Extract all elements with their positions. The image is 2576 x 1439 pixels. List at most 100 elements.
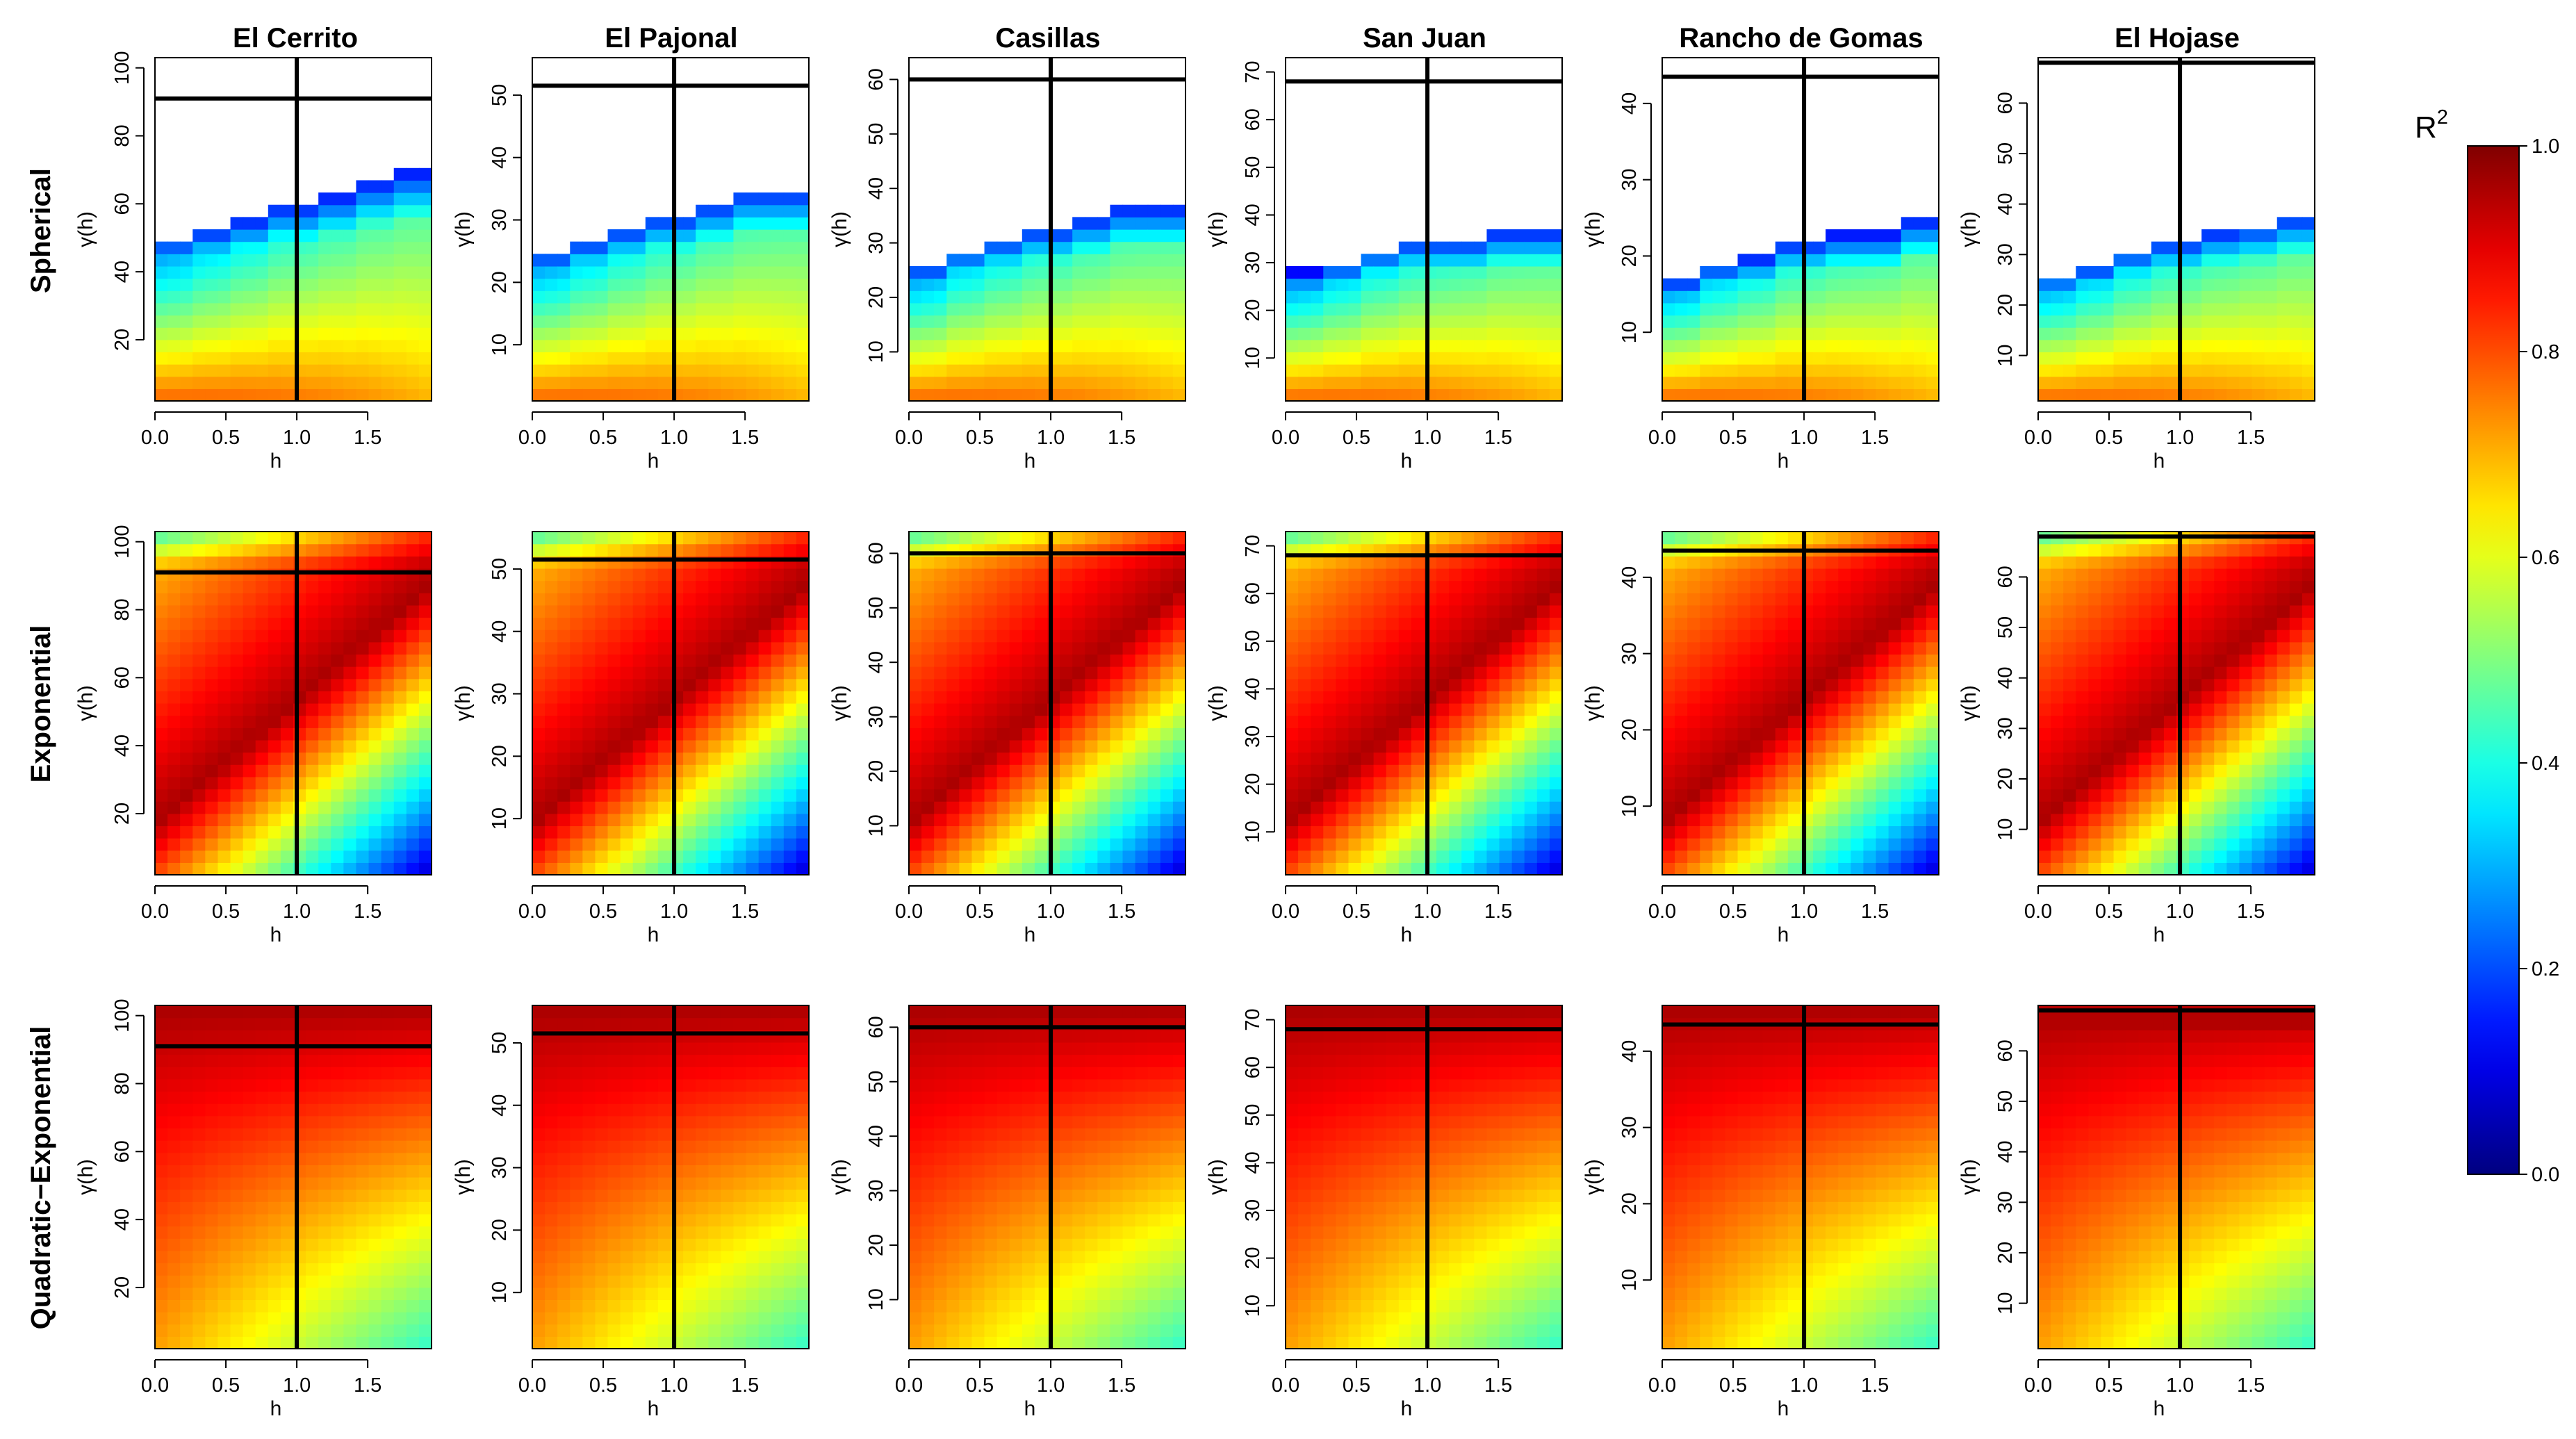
heat-cell — [406, 1017, 420, 1030]
heat-cell — [306, 862, 319, 875]
heat-cell — [1135, 1201, 1149, 1215]
heat-cell — [620, 1165, 634, 1178]
heat-cell — [192, 376, 206, 389]
heat-cell — [1022, 1299, 1035, 1313]
heat-cell — [218, 764, 231, 778]
heat-cell — [180, 1115, 193, 1129]
heat-cell — [230, 1250, 244, 1264]
heat-cell — [657, 1152, 671, 1165]
heat-cell — [984, 691, 998, 704]
heat-cell — [1097, 715, 1111, 728]
heat-cell — [645, 1299, 659, 1313]
heat-cell — [406, 315, 420, 328]
heat-cell — [971, 678, 985, 691]
heat-cell — [1097, 789, 1111, 802]
heat-cell — [1135, 813, 1149, 827]
heat-cell — [683, 764, 696, 778]
heat-cell — [708, 678, 721, 691]
heat-cell — [318, 1165, 331, 1178]
heat-cell — [959, 265, 973, 279]
heat-cell — [971, 352, 985, 365]
heat-cell — [783, 801, 797, 814]
heat-cell — [180, 532, 193, 545]
heat-cell — [1034, 630, 1048, 643]
heat-cell — [331, 838, 344, 851]
heat-cell — [959, 666, 973, 680]
heat-cell — [971, 1078, 985, 1092]
heat-cell — [1172, 715, 1186, 728]
heat-cell — [545, 1213, 558, 1227]
heat-cell — [996, 789, 1010, 802]
heat-cell — [343, 850, 357, 863]
heat-cell — [192, 1287, 206, 1301]
heat-cell — [607, 703, 621, 716]
heat-cell — [1160, 666, 1174, 680]
heat-cell — [343, 715, 357, 728]
heat-cell — [280, 727, 294, 741]
x-tick-label: 1.0 — [1037, 1374, 1065, 1397]
heat-cell — [1160, 838, 1174, 851]
heat-cell — [620, 593, 634, 606]
heat-cell — [1072, 1226, 1085, 1239]
heat-cell — [733, 1115, 747, 1129]
heat-cell — [632, 1263, 646, 1276]
heat-cell — [771, 789, 785, 802]
heat-cell — [393, 192, 407, 206]
heat-cell — [306, 1213, 319, 1227]
heat-cell — [192, 1030, 206, 1043]
heat-cell — [155, 1263, 168, 1276]
heat-cell — [155, 1275, 168, 1288]
heat-cell — [1022, 265, 1035, 279]
heat-cell — [557, 1213, 571, 1227]
x-tick-label: 1.5 — [731, 1374, 759, 1397]
y-tick-label: 10 — [865, 814, 887, 837]
heat-cell — [393, 1238, 407, 1251]
heat-cell — [657, 1250, 671, 1264]
heat-cell — [381, 302, 395, 316]
heat-cell — [280, 593, 294, 606]
heat-cell — [1009, 1299, 1023, 1313]
heat-cell — [783, 1128, 797, 1141]
heat-cell — [418, 789, 432, 802]
heat-cell — [356, 376, 370, 389]
heat-cell — [1172, 1324, 1186, 1337]
heat-cell — [1022, 290, 1035, 304]
heat-cell — [708, 388, 721, 402]
heat-cell — [733, 1287, 747, 1301]
heat-cell — [1009, 1226, 1023, 1239]
heat-cell — [984, 605, 998, 618]
heat-cell — [331, 1312, 344, 1325]
heat-cell — [1060, 678, 1073, 691]
heat-cell — [783, 1336, 797, 1349]
heat-cell — [1160, 1165, 1174, 1178]
heat-cell — [368, 1213, 382, 1227]
heat-cell — [167, 1078, 181, 1092]
heat-cell — [306, 1287, 319, 1301]
heat-cell — [318, 1042, 331, 1055]
heat-cell — [1072, 1165, 1085, 1178]
heat-cell — [921, 593, 935, 606]
heat-cell — [971, 1324, 985, 1337]
heat-cell — [280, 352, 294, 365]
heat-cell — [620, 265, 634, 279]
heat-cell — [984, 532, 998, 545]
heat-cell — [243, 1250, 256, 1264]
heat-cell — [1085, 617, 1098, 630]
heat-cell — [746, 543, 760, 557]
heat-cell — [381, 532, 395, 545]
heat-cell — [356, 1287, 370, 1301]
heat-cell — [1022, 1115, 1035, 1129]
heat-cell — [1147, 1238, 1161, 1251]
heat-cell — [996, 715, 1010, 728]
heat-cell — [230, 1287, 244, 1301]
heat-cell — [984, 1128, 998, 1141]
heat-cell — [632, 1312, 646, 1325]
heat-cell — [1122, 1287, 1136, 1301]
heat-cell — [796, 1299, 810, 1313]
heat-cell — [1060, 715, 1073, 728]
heat-cell — [306, 727, 319, 741]
heat-cell — [758, 1165, 772, 1178]
heat-cell — [921, 1165, 935, 1178]
heat-cell — [1135, 1177, 1149, 1190]
heat-cell — [1060, 1324, 1073, 1337]
